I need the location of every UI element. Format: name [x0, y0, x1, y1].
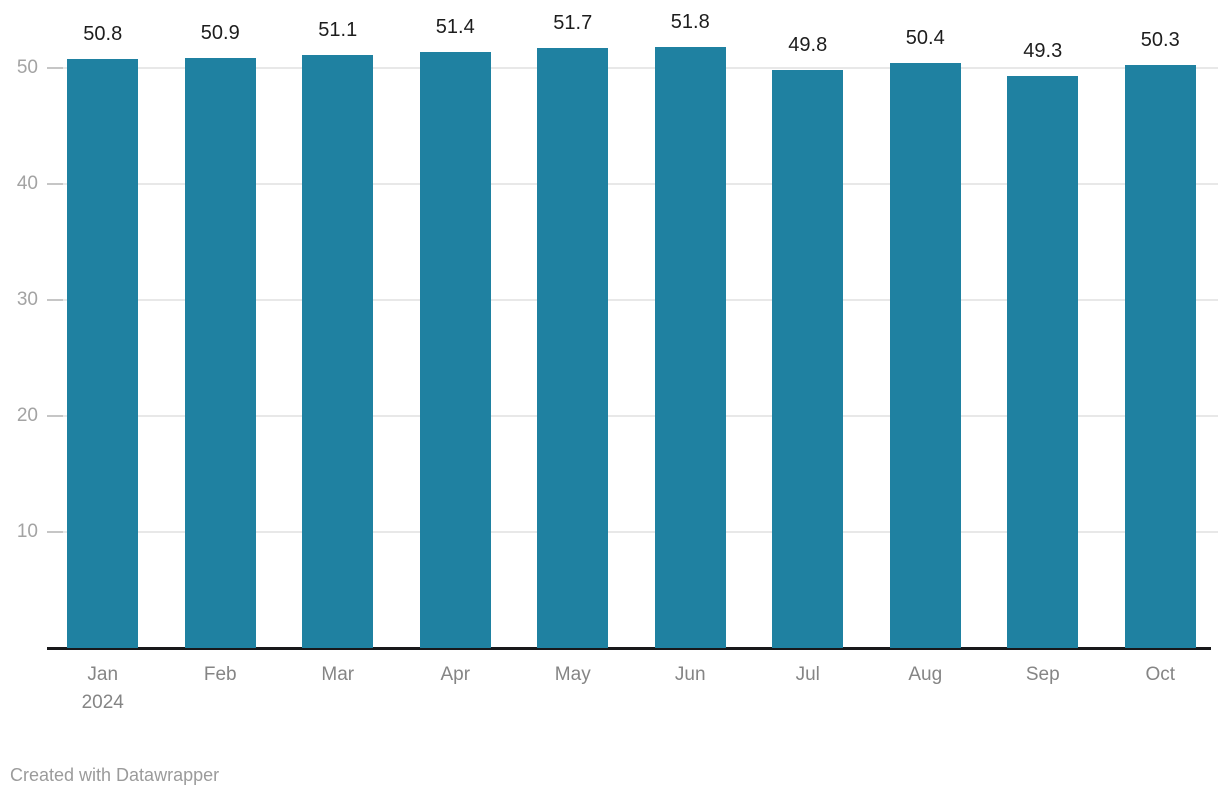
y-axis-tick-10 — [47, 531, 63, 533]
x-axis-label-mar: Mar — [321, 664, 355, 685]
y-axis-tick-20 — [47, 415, 63, 417]
y-axis-tick-40 — [47, 183, 63, 185]
y-axis-tick-label-10: 10 — [16, 521, 38, 542]
gridline-50 — [47, 67, 1218, 69]
bar-may[interactable] — [537, 48, 609, 648]
x-axis-label-jun: Jun — [674, 664, 706, 685]
bar-jul[interactable] — [772, 70, 844, 648]
gridline-40 — [47, 183, 1218, 185]
bar-value-label-may: 51.7 — [553, 12, 593, 35]
y-axis-tick-50 — [47, 67, 63, 69]
bar-value-label-mar: 51.1 — [318, 19, 358, 42]
bar-value-label-oct: 50.3 — [1140, 28, 1180, 51]
x-axis-label-jul: Jul — [795, 664, 820, 685]
bar-value-label-sep: 49.3 — [1023, 40, 1063, 63]
y-axis-tick-30 — [47, 299, 63, 301]
x-axis-label-may: May — [554, 664, 591, 685]
bar-value-label-jun: 51.8 — [670, 11, 710, 34]
x-axis-label-apr: Apr — [440, 664, 471, 685]
bar-mar[interactable] — [302, 55, 374, 648]
y-axis-tick-label-50: 50 — [16, 57, 38, 78]
x-axis-label-oct: Oct — [1145, 664, 1176, 685]
bar-aug[interactable] — [889, 63, 961, 648]
y-axis-tick-label-20: 20 — [16, 405, 38, 426]
bar-feb[interactable] — [184, 57, 256, 648]
bar-jun[interactable] — [654, 47, 726, 648]
bar-value-label-aug: 50.4 — [905, 27, 945, 50]
x-axis-label-aug: Aug — [908, 664, 943, 685]
x-axis-label-sep: Sep — [1025, 664, 1060, 685]
bar-jan[interactable] — [67, 58, 139, 648]
y-axis-tick-label-40: 40 — [16, 173, 38, 194]
gridline-30 — [47, 299, 1218, 301]
bar-value-label-feb: 50.9 — [200, 21, 240, 44]
x-axis-label-jan: Jan 2024 — [44, 661, 162, 717]
x-axis-sublabel-jan: 2024 — [81, 692, 124, 713]
bar-sep[interactable] — [1007, 76, 1079, 648]
bar-value-label-jul: 49.8 — [788, 34, 828, 57]
x-axis-label-feb: Feb — [203, 664, 237, 685]
bar-apr[interactable] — [419, 51, 491, 648]
bar-oct[interactable] — [1124, 64, 1196, 648]
bar-value-label-jan: 50.8 — [83, 22, 123, 45]
gridline-10 — [47, 531, 1218, 533]
bar-value-label-apr: 51.4 — [435, 15, 475, 38]
x-axis-line — [47, 647, 1211, 650]
y-axis-tick-label-30: 30 — [16, 289, 38, 310]
gridline-20 — [47, 415, 1218, 417]
credit-text: Created with Datawrapper — [10, 765, 220, 785]
